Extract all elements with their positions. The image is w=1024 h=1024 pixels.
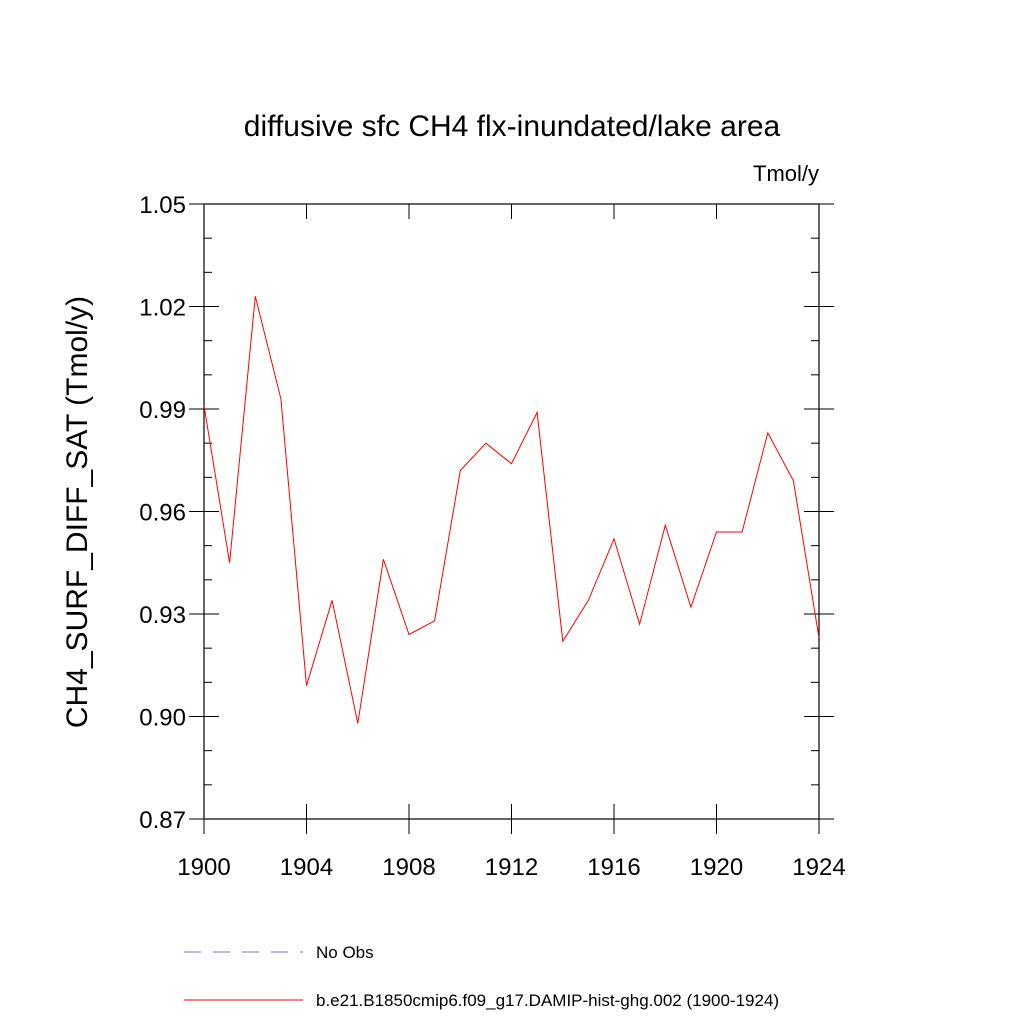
chart-title: diffusive sfc CH4 flx-inundated/lake are… bbox=[244, 110, 781, 143]
legend-label: b.e21.B1850cmip6.f09_g17.DAMIP-hist-ghg.… bbox=[316, 991, 779, 1010]
x-tick-label: 1900 bbox=[177, 854, 230, 881]
y-tick-label: 0.99 bbox=[139, 397, 186, 424]
legend: No Obs b.e21.B1850cmip6.f09_g17.DAMIP-his… bbox=[184, 943, 779, 1010]
x-tick-label: 1920 bbox=[690, 854, 743, 881]
y-axis-label: CH4_SURF_DIFF_SAT (Tmol/y) bbox=[61, 296, 94, 728]
x-tick-label: 1916 bbox=[587, 854, 640, 881]
x-tick-label: 1924 bbox=[792, 854, 845, 881]
axis-ticks bbox=[189, 203, 834, 834]
series-line bbox=[203, 296, 820, 724]
y-tick-label: 1.02 bbox=[139, 295, 186, 322]
data-series bbox=[203, 296, 820, 724]
plot-frame bbox=[203, 203, 820, 820]
y-tick-label: 0.96 bbox=[139, 500, 186, 527]
x-tick-label: 1912 bbox=[485, 854, 538, 881]
y-tick-label: 0.87 bbox=[139, 807, 186, 834]
y-tick-label: 1.05 bbox=[139, 192, 186, 219]
y-tick-label: 0.90 bbox=[139, 705, 186, 732]
x-tick-label: 1904 bbox=[280, 854, 333, 881]
units-label: Tmol/y bbox=[753, 161, 819, 186]
x-tick-label: 1908 bbox=[382, 854, 435, 881]
axis-tick-labels: 1900 1904 1908 1912 1916 1920 1924 0.87 0.90 0.93… bbox=[139, 192, 845, 881]
y-tick-label: 0.93 bbox=[139, 602, 186, 629]
legend-label: No Obs bbox=[316, 943, 374, 962]
